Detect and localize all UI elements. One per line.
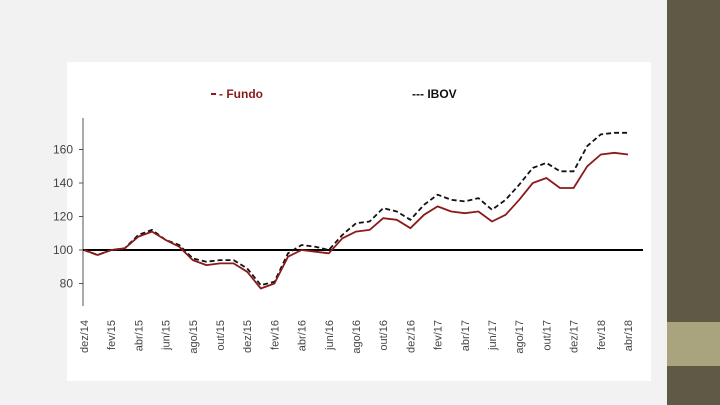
chart-axes [82, 118, 643, 306]
x-tick-label: ago/16 [351, 320, 363, 354]
x-tick-label: out/16 [378, 320, 390, 351]
x-tick-label: dez/15 [242, 320, 254, 353]
series-line-fundo [83, 151, 629, 290]
x-tick-label: fev/17 [433, 320, 445, 350]
x-tick-label: abr/17 [460, 320, 472, 351]
chart-series [83, 131, 629, 290]
chart-card [67, 62, 651, 381]
y-tick-label: 160 [53, 143, 73, 157]
x-tick-label: jun/16 [324, 320, 336, 351]
y-tick-label: 100 [53, 243, 73, 257]
series-line-ibov [83, 131, 628, 287]
x-tick-label: fev/18 [596, 320, 608, 350]
x-tick-label: jun/17 [487, 320, 499, 351]
x-tick-label: jun/15 [161, 320, 173, 351]
x-tick-label: dez/14 [79, 320, 91, 353]
legend-label-fundo: - Fundo [219, 87, 263, 101]
slide-side-accent [667, 322, 720, 366]
x-tick-label: abr/15 [133, 320, 145, 351]
x-tick-label: fev/15 [106, 320, 118, 350]
y-tick-label: 140 [53, 176, 73, 190]
x-axis-ticks: dez/14 fev/15 abr/15 jun/15 ago/15 out/15 dez/… [79, 320, 635, 354]
x-tick-label: abr/16 [297, 320, 309, 351]
x-tick-label: ago/17 [514, 320, 526, 354]
legend-label-ibov: --- IBOV [412, 87, 457, 101]
x-tick-label: dez/17 [569, 320, 581, 353]
chart-legend: - Fundo --- IBOV [211, 87, 457, 101]
x-tick-label: out/17 [541, 320, 553, 351]
y-tick-label: 80 [60, 277, 74, 291]
x-tick-label: ago/15 [188, 320, 200, 354]
x-tick-label: out/15 [215, 320, 227, 351]
x-tick-label: abr/18 [623, 320, 635, 351]
x-tick-label: dez/16 [405, 320, 417, 353]
x-tick-label: fev/16 [269, 320, 281, 350]
y-tick-label: 120 [53, 210, 73, 224]
y-axis-ticks: 80 100 120 140 160 [53, 143, 83, 291]
